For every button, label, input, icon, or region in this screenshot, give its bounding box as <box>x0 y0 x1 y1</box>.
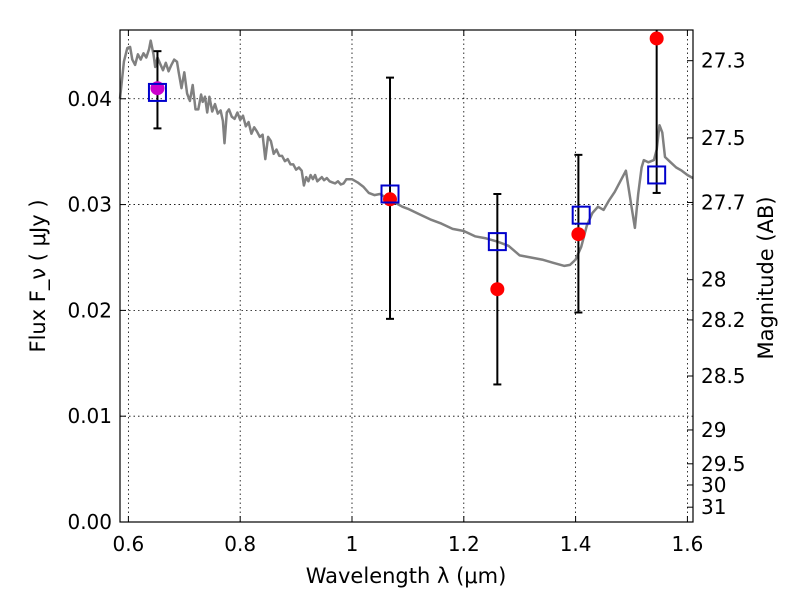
x-axis-ticks: 0.6 0.8 1 1.2 1.4 1.6 <box>112 30 703 556</box>
observed-point <box>383 192 398 207</box>
right-tick-label: 30 <box>701 473 726 497</box>
plot-background <box>120 30 693 522</box>
model-photometry-square <box>487 232 507 252</box>
right-tick-label: 29.5 <box>701 452 746 476</box>
y-tick-label: 0.03 <box>67 193 112 217</box>
right-tick-label: 28 <box>701 268 726 292</box>
right-tick-label: 28.2 <box>701 308 746 332</box>
model-photometry-square <box>571 205 591 225</box>
x-tick-label: 1.6 <box>672 532 704 556</box>
model-photometry-square <box>147 82 167 102</box>
y-axis-label: Flux F_ν ( μJy ) <box>26 199 51 352</box>
grid-lines <box>120 30 693 523</box>
y-tick-label: 0.00 <box>67 510 112 534</box>
model-photometry-square <box>380 184 400 204</box>
model-photometry-square <box>647 165 667 185</box>
y-tick-label: 0.02 <box>67 298 112 322</box>
right-tick-label: 27.7 <box>701 190 746 214</box>
observed-point <box>649 31 664 46</box>
right-tick-label: 29 <box>701 418 726 442</box>
x-tick-label: 1 <box>346 532 359 556</box>
right-axis-label: Magnitude (AB) <box>754 196 778 359</box>
model-spectrum <box>118 39 694 268</box>
plot-frame <box>119 29 694 523</box>
right-tick-label: 27.3 <box>701 49 746 73</box>
y-axis-ticks: 0.00 0.01 0.02 0.03 0.04 <box>67 87 126 534</box>
x-tick-label: 1.4 <box>560 532 592 556</box>
model-spectrum-line <box>118 39 694 268</box>
observed-point <box>490 282 505 297</box>
right-tick-label: 28.5 <box>701 364 746 388</box>
x-axis-label: Wavelength λ (μm) <box>306 564 507 588</box>
right-tick-label: 27.5 <box>701 126 746 150</box>
x-tick-label: 0.6 <box>112 532 144 556</box>
model-photometry-squares <box>147 82 667 252</box>
observed-point <box>571 227 586 242</box>
y-tick-label: 0.04 <box>67 87 112 111</box>
x-tick-label: 1.2 <box>448 532 480 556</box>
right-tick-label: 31 <box>701 495 726 519</box>
x-tick-label: 0.8 <box>224 532 256 556</box>
y-tick-label: 0.01 <box>67 404 112 428</box>
